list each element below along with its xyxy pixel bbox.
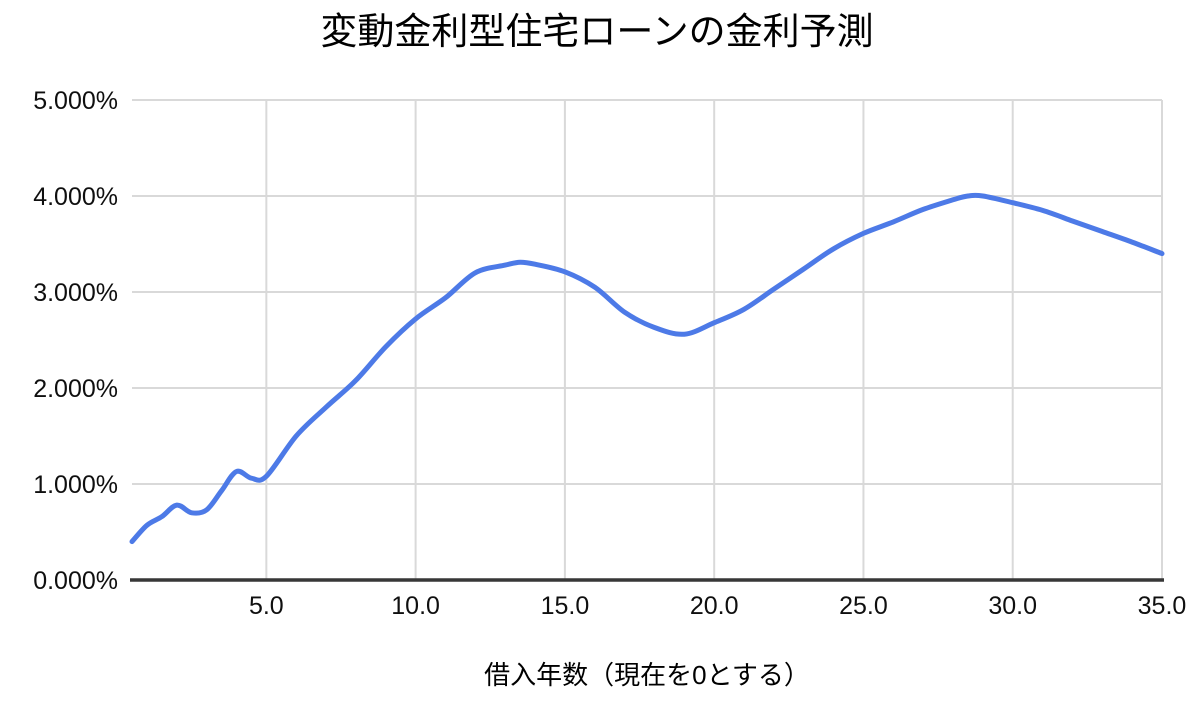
x-tick-label: 5.0 — [249, 592, 284, 620]
y-tick-label: 3.000% — [33, 279, 118, 307]
x-tick-label: 15.0 — [541, 592, 590, 620]
y-tick-label: 1.000% — [33, 471, 118, 499]
series-line — [129, 192, 1165, 545]
y-tick-label: 5.000% — [33, 87, 118, 115]
x-tick-label: 10.0 — [391, 592, 440, 620]
x-tick-label: 25.0 — [839, 592, 888, 620]
chart-title: 変動金利型住宅ローンの金利予測 — [320, 11, 874, 52]
x-tick-label: 30.0 — [988, 592, 1037, 620]
y-tick-label: 4.000% — [33, 183, 118, 211]
y-tick-label: 0.000% — [33, 567, 118, 595]
x-tick-label: 20.0 — [690, 592, 739, 620]
x-tick-label: 35.0 — [1138, 592, 1187, 620]
y-tick-label: 2.000% — [33, 375, 118, 403]
x-axis-title: 借入年数（現在を0とする） — [484, 660, 810, 690]
